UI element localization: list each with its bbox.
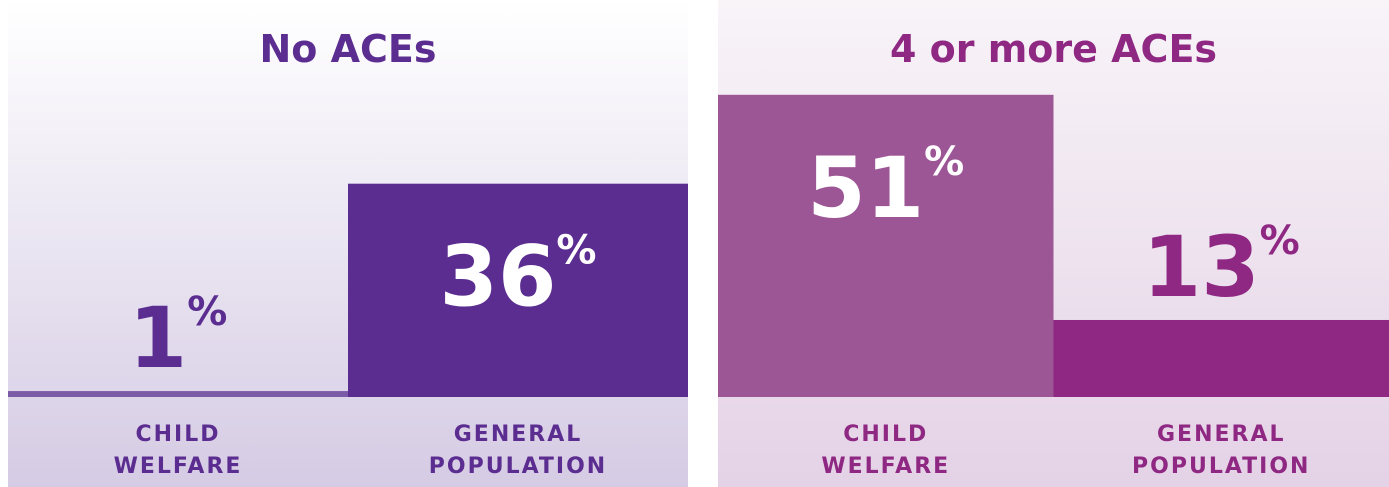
category-label: GENERAL POPULATION [429,422,607,479]
value-number: 1 [129,289,187,387]
value-unit: % [187,289,227,335]
value-label: 51% [807,139,964,237]
bar [348,183,688,397]
bar [718,94,1054,397]
category-line: GENERAL [454,422,583,447]
chart-title: No ACEs [259,27,436,71]
category-line: WELFARE [114,454,243,479]
category-line: POPULATION [1132,454,1310,479]
value-number: 36 [440,228,557,326]
category-line: GENERAL [1157,422,1286,447]
value-unit: % [924,139,964,185]
value-unit: % [1260,218,1300,264]
value-number: 51 [807,139,924,237]
category-line: WELFARE [821,454,950,479]
category-line: POPULATION [429,454,607,479]
value-label: 1% [129,289,228,387]
value-label: 36% [440,228,597,326]
bar [8,391,348,397]
category-label: CHILD WELFARE [114,422,243,479]
category-label: CHILD WELFARE [821,422,950,479]
chart-title: 4 or more ACEs [890,27,1217,71]
value-number: 13 [1143,218,1260,316]
value-unit: % [556,228,596,274]
category-label: GENERAL POPULATION [1132,422,1310,479]
value-label: 13% [1143,218,1300,316]
bar [1053,319,1389,397]
category-line: CHILD [135,422,220,447]
category-line: CHILD [843,422,928,447]
